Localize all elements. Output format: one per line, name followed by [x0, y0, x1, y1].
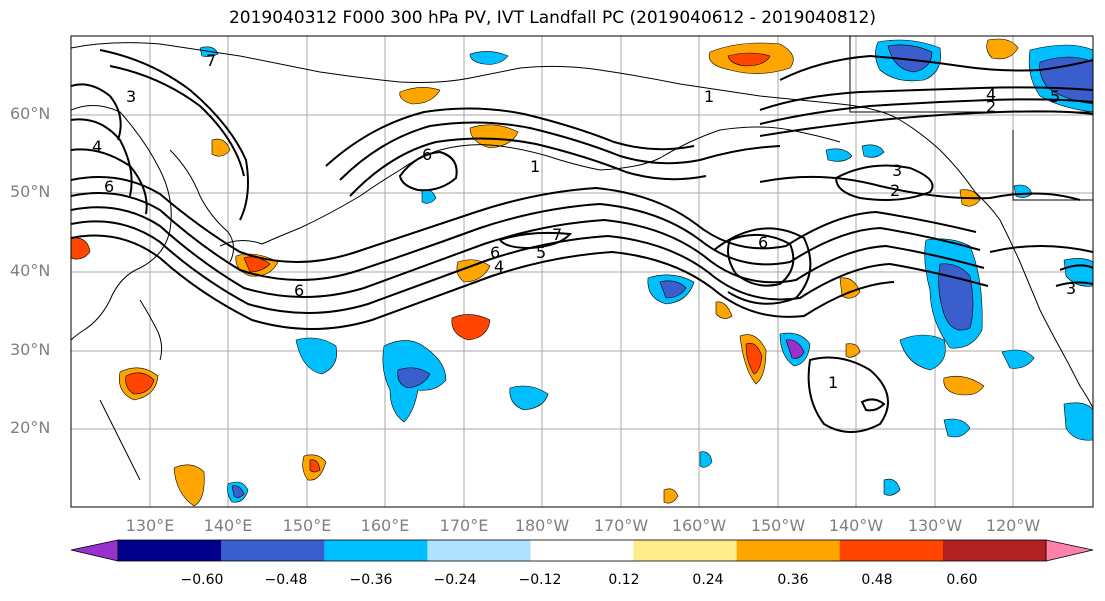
lat-label-40n: 40°N — [10, 261, 51, 280]
lat-label-60n: 60°N — [10, 104, 51, 123]
colorbar-tick: 0.12 — [608, 572, 640, 588]
colorbar-tick: −0.48 — [264, 572, 308, 588]
colorbar-tick: 0.24 — [692, 572, 724, 588]
lon-label-140w: 140°W — [828, 516, 884, 535]
colorbar-cell — [324, 540, 428, 561]
colorbar-tick: −0.12 — [518, 572, 562, 588]
colorbar-cell — [221, 540, 325, 561]
contour-label: 6 — [104, 177, 114, 196]
lat-label-20n: 20°N — [10, 418, 51, 437]
positive-anomaly-patches — [71, 38, 1019, 507]
contour-label: 7 — [206, 51, 216, 70]
colorbar — [70, 539, 1094, 562]
colorbar-tick: −0.60 — [180, 572, 224, 588]
coastlines — [71, 36, 1093, 481]
contour-labels: 1 1 1 2 2 3 3 3 4 4 4 5 5 6 6 6 6 6 7 7 — [92, 51, 1076, 392]
colorbar-cell — [427, 540, 531, 561]
contour-label: 1 — [828, 373, 838, 392]
contour-label: 7 — [552, 225, 562, 244]
lon-label-170w: 170°W — [593, 516, 649, 535]
contour-label: 3 — [1066, 279, 1076, 298]
contour-label: 1 — [704, 87, 714, 106]
lat-label-30n: 30°N — [10, 340, 51, 359]
colorbar-extend-low — [70, 539, 119, 562]
contour-label: 1 — [530, 157, 540, 176]
contour-label: 3 — [126, 87, 136, 106]
colorbar-extend-high — [1045, 539, 1094, 562]
colorbar-cell — [118, 540, 222, 561]
pv-contours — [71, 49, 1093, 433]
colorbar-tick: −0.24 — [433, 572, 477, 588]
lon-label-130w: 130°W — [907, 516, 963, 535]
contour-label: 4 — [494, 257, 504, 276]
lon-label-140e: 140°E — [203, 516, 253, 535]
contour-label: 5 — [536, 243, 546, 262]
colorbar-tick: 0.48 — [861, 572, 893, 588]
lon-label-150e: 150°E — [282, 516, 332, 535]
contour-label: 6 — [294, 281, 304, 300]
lon-label-170e: 170°E — [439, 516, 489, 535]
contour-label: 5 — [1050, 87, 1060, 106]
lon-label-150w: 150°W — [750, 516, 806, 535]
colorbar-cell — [736, 540, 841, 561]
contour-label: 4 — [92, 137, 102, 156]
lon-label-120w: 120°W — [985, 516, 1041, 535]
contour-label: 3 — [892, 161, 902, 180]
contour-label: 6 — [490, 243, 500, 262]
map-frame — [70, 35, 1094, 508]
graticule — [71, 36, 1093, 507]
lon-label-180w: 180°W — [514, 516, 570, 535]
colorbar-cell — [633, 540, 738, 561]
map-title: 2019040312 F000 300 hPa PV, IVT Landfall… — [228, 8, 876, 28]
contour-label: 4 — [986, 85, 996, 104]
lon-label-160w: 160°W — [671, 516, 727, 535]
lon-label-160e: 160°E — [360, 516, 410, 535]
contour-label: 2 — [986, 97, 996, 116]
colorbar-cell — [530, 540, 635, 561]
lat-label-50n: 50°N — [10, 182, 51, 201]
colorbar-tick: 0.36 — [777, 572, 809, 588]
colorbar-cell — [839, 540, 944, 561]
contour-label: 6 — [422, 145, 432, 164]
colorbar-cell — [942, 540, 1047, 561]
contour-label: 6 — [758, 233, 768, 252]
contour-label: 2 — [890, 181, 900, 200]
colorbar-tick: −0.36 — [349, 572, 393, 588]
lon-label-130e: 130°E — [125, 516, 175, 535]
colorbar-tick: 0.60 — [946, 572, 978, 588]
